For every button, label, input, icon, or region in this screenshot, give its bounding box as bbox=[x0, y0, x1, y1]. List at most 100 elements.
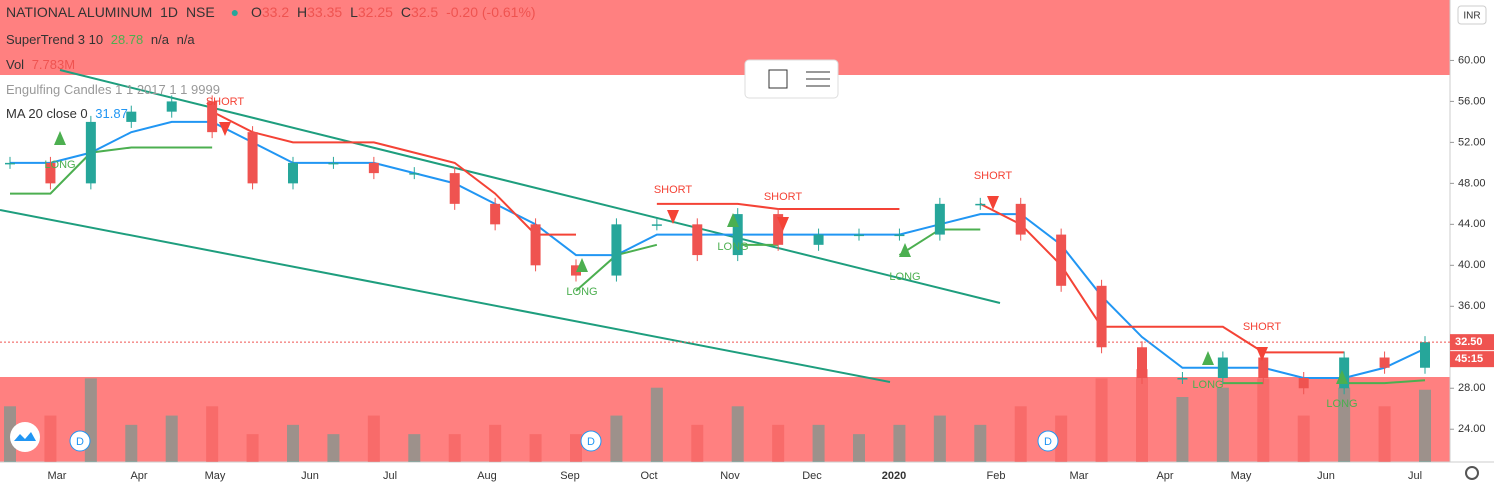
logo[interactable] bbox=[10, 422, 40, 452]
indicator-value: 31.87 bbox=[95, 106, 128, 121]
volume-bar bbox=[367, 415, 380, 462]
volume-bar bbox=[1136, 369, 1148, 462]
volume-bar bbox=[1216, 387, 1229, 462]
signal-arrow bbox=[1256, 347, 1268, 361]
volume-bar bbox=[327, 434, 340, 462]
candle bbox=[934, 203, 945, 235]
volume-bar bbox=[1419, 389, 1431, 462]
indicator-value: 28.78 bbox=[110, 32, 144, 47]
indicator-row: Engulfing Candles 1 1 2017 1 1 9999 bbox=[6, 82, 224, 97]
candle bbox=[611, 224, 622, 276]
candle bbox=[571, 265, 581, 276]
trend-line bbox=[0, 209, 891, 383]
signal-label: SHORT bbox=[206, 96, 245, 108]
candle bbox=[1056, 234, 1067, 286]
volume-bar bbox=[893, 424, 906, 462]
dividend-marker[interactable] bbox=[1037, 430, 1059, 452]
signal-arrow bbox=[727, 213, 739, 227]
volume-bar bbox=[448, 434, 461, 462]
ohlc-value: 32.25 bbox=[357, 4, 393, 20]
candle bbox=[1379, 357, 1390, 368]
signal-label: LONG bbox=[1192, 379, 1223, 391]
y-tick-label: 40.00 bbox=[1458, 259, 1486, 271]
dividend-marker[interactable] bbox=[580, 430, 602, 452]
candle bbox=[85, 121, 96, 184]
y-tick-label: 24.00 bbox=[1458, 423, 1486, 435]
x-tick-label: Feb bbox=[987, 470, 1006, 482]
volume-bar bbox=[206, 406, 219, 462]
y-tick-label: 60.00 bbox=[1458, 54, 1486, 66]
candle bbox=[166, 101, 177, 112]
zone-bottom bbox=[0, 377, 1450, 462]
signal-arrow bbox=[987, 196, 999, 210]
ohlc-label: O bbox=[250, 4, 262, 20]
indicator-row: SuperTrend 3 10 28.78 n/a n/a bbox=[6, 32, 199, 47]
indicator-name: SuperTrend 3 10 bbox=[6, 32, 104, 47]
signal-label: SHORT bbox=[1243, 321, 1282, 333]
x-tick-label: Dec bbox=[802, 470, 822, 482]
indicator-value: n/a bbox=[176, 32, 195, 47]
supertrend-up bbox=[1344, 379, 1426, 385]
currency: INR bbox=[1463, 11, 1480, 22]
tool-icon[interactable] bbox=[768, 69, 788, 89]
candle bbox=[1015, 203, 1026, 235]
volume-bar bbox=[84, 378, 97, 462]
countdown-label: 45:15 bbox=[1455, 353, 1483, 365]
signal-arrow bbox=[576, 258, 588, 272]
volume-bar bbox=[1338, 387, 1351, 462]
indicator-row: MA 20 close 0 31.87 bbox=[6, 106, 132, 121]
ohlc-label: C bbox=[400, 4, 411, 20]
volume-bar bbox=[610, 415, 623, 462]
volume-bar bbox=[165, 415, 178, 462]
candle bbox=[894, 234, 905, 237]
currency-box[interactable] bbox=[1457, 5, 1487, 25]
indicator-name: MA 20 close 0 bbox=[6, 106, 88, 121]
candle bbox=[409, 173, 420, 175]
change: -0.20 (-0.61%) bbox=[446, 4, 536, 20]
volume-bar bbox=[1055, 415, 1068, 462]
ohlc-label: H bbox=[297, 4, 308, 20]
signal-arrow bbox=[1336, 370, 1348, 384]
x-tick-label: May bbox=[205, 470, 226, 482]
volume-bar bbox=[650, 387, 663, 462]
indicator-value: 7.783M bbox=[31, 57, 76, 72]
x-tick-label: Jun bbox=[301, 470, 319, 482]
volume-bar bbox=[4, 406, 16, 462]
ohlc-label: L bbox=[350, 4, 358, 20]
x-tick-label: Jul bbox=[1408, 470, 1422, 482]
candle bbox=[368, 162, 379, 174]
signal-label: LONG bbox=[889, 271, 920, 283]
signal-label: SHORT bbox=[654, 184, 693, 196]
volume-bar bbox=[933, 415, 946, 462]
settings-icon[interactable] bbox=[1465, 466, 1479, 480]
dividend-label: D bbox=[587, 436, 595, 448]
signal-label: SHORT bbox=[974, 170, 1013, 182]
price-tag bbox=[1450, 334, 1494, 351]
dividend-marker[interactable] bbox=[69, 430, 91, 452]
status-dot: ● bbox=[230, 4, 240, 20]
volume-bar bbox=[691, 424, 704, 462]
x-tick-label: Mar bbox=[1070, 470, 1089, 482]
x-tick-label: Oct bbox=[640, 470, 657, 482]
candle bbox=[854, 234, 864, 237]
x-tick-label: 2020 bbox=[882, 470, 906, 482]
volume-bar bbox=[812, 424, 825, 462]
candle bbox=[328, 162, 339, 165]
candle bbox=[1298, 378, 1309, 389]
ohlc-value: 33.35 bbox=[307, 4, 343, 20]
candle bbox=[975, 203, 986, 206]
candle bbox=[45, 162, 56, 184]
signal-label: LONG bbox=[1326, 398, 1357, 410]
y-tick-label: 44.00 bbox=[1458, 218, 1486, 230]
candle bbox=[449, 173, 460, 204]
volume-bar bbox=[529, 434, 542, 462]
volume-bar bbox=[1014, 406, 1027, 462]
volume-bar bbox=[853, 434, 865, 462]
drawing-toolbar[interactable] bbox=[744, 59, 839, 99]
y-tick-label: 56.00 bbox=[1458, 95, 1486, 107]
signal-label: LONG bbox=[717, 241, 748, 253]
exchange: NSE bbox=[185, 4, 215, 20]
signal-arrow bbox=[1202, 351, 1214, 365]
